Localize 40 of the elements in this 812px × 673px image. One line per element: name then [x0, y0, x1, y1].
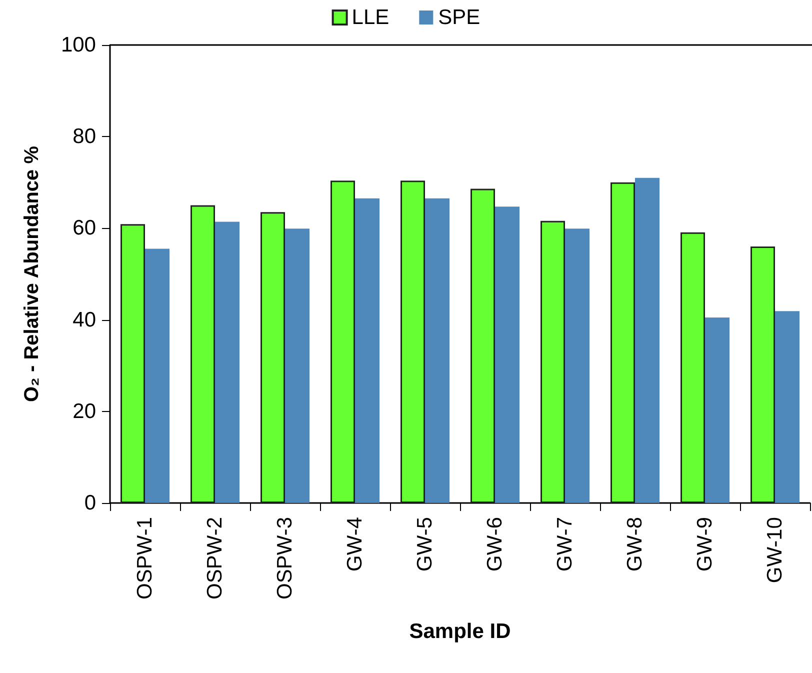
bar [680, 232, 705, 503]
y-axis-title: O₂ - Relative Abundance % [21, 146, 43, 402]
y-tick-label: 20 [72, 400, 96, 423]
bar [425, 198, 450, 503]
y-tick-label: 80 [72, 125, 96, 148]
bar [355, 198, 380, 503]
x-tick-label: GW-7 [554, 517, 576, 572]
x-tick-label: GW-10 [764, 517, 786, 584]
bar [120, 224, 145, 503]
y-tick-label: 100 [60, 34, 96, 56]
y-tick-label: 40 [72, 308, 96, 332]
x-tick-label: GW-4 [344, 516, 366, 572]
bar [540, 220, 565, 503]
y-tick-label: 0 [84, 492, 96, 514]
bar [565, 228, 590, 503]
bar [705, 318, 730, 503]
bar [260, 212, 285, 503]
x-tick-label: GW-6 [484, 517, 506, 572]
x-tick-label: OSPW-3 [274, 517, 296, 600]
bar [610, 182, 635, 503]
bar [215, 222, 240, 503]
legend-label: SPE [438, 6, 480, 29]
bar [775, 311, 800, 503]
bar [190, 205, 215, 503]
x-axis-title: Sample ID [409, 620, 511, 643]
legend-label: LLE [352, 6, 390, 29]
bar [635, 178, 660, 503]
x-tick-label: OSPW-1 [134, 517, 156, 600]
x-tick-label: GW-9 [694, 517, 716, 572]
bar [145, 248, 170, 503]
x-tick-label: OSPW-2 [204, 517, 226, 600]
bar [330, 180, 355, 503]
x-tick-label: GW-5 [414, 517, 436, 572]
bar [495, 206, 520, 503]
bar [400, 180, 425, 503]
bar [470, 188, 495, 503]
bar [285, 228, 310, 503]
bar [750, 246, 775, 503]
y-tick-label: 60 [72, 216, 96, 240]
x-tick-label: GW-8 [624, 517, 646, 572]
